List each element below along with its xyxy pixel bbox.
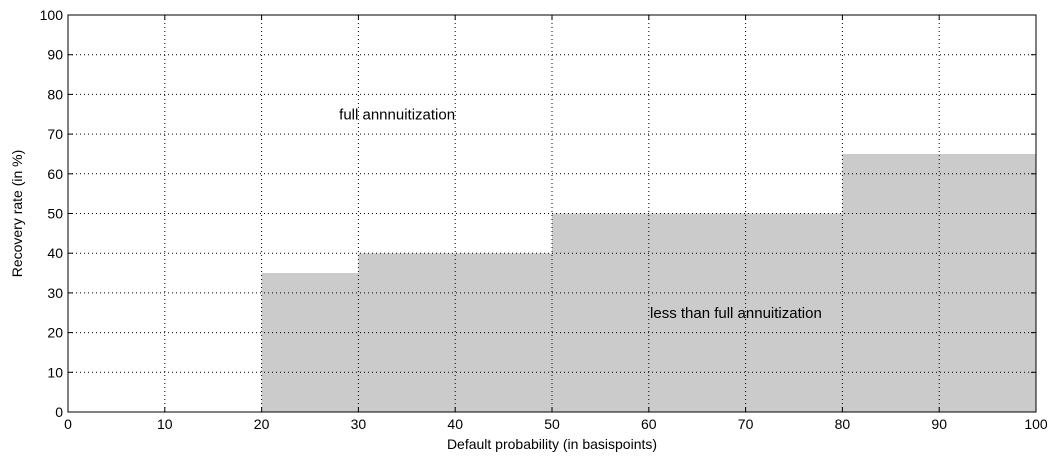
x-tick-label: 90 (931, 416, 947, 432)
region-annotation-0: full annnuitization (339, 106, 455, 123)
y-tick-label: 90 (47, 47, 63, 63)
x-tick-label: 50 (544, 416, 560, 432)
x-tick-label: 70 (738, 416, 754, 432)
x-tick-label: 30 (351, 416, 367, 432)
y-tick-label: 50 (47, 206, 63, 222)
x-tick-label: 60 (641, 416, 657, 432)
region-annotation-1: less than full annuitization (650, 305, 822, 322)
x-tick-label: 80 (835, 416, 851, 432)
grid-layer (68, 15, 1036, 412)
y-tick-label: 60 (47, 166, 63, 182)
y-tick-label: 0 (55, 404, 63, 420)
y-tick-label: 30 (47, 285, 63, 301)
x-axis-title: Default probability (in basispoints) (447, 436, 657, 452)
y-tick-label: 100 (40, 7, 64, 23)
y-axis-title: Recovery rate (in %) (9, 150, 25, 278)
x-tick-label: 10 (157, 416, 173, 432)
y-tick-label: 10 (47, 364, 63, 380)
y-tick-label: 20 (47, 325, 63, 341)
y-tick-label: 70 (47, 126, 63, 142)
x-tick-label: 20 (254, 416, 270, 432)
x-tick-label: 100 (1024, 416, 1048, 432)
x-tick-label: 40 (447, 416, 463, 432)
y-tick-label: 80 (47, 86, 63, 102)
tick-layer: 0 10 20 30 40 50 60 70 80 90 100 0 10 20 30 40 50 60 70 80 9… (40, 7, 1048, 432)
y-tick-label: 40 (47, 245, 63, 261)
x-tick-label: 0 (64, 416, 72, 432)
annotation-layer: full annnuitization less than full annuit… (339, 106, 822, 322)
